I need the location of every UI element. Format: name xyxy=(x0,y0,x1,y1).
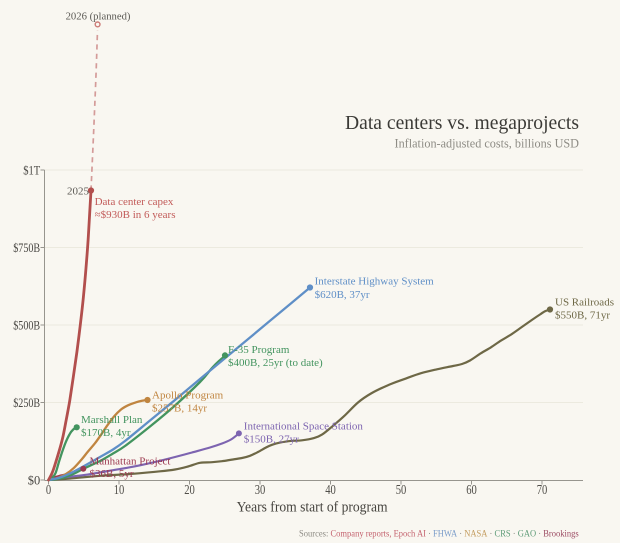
svg-text:$0: $0 xyxy=(28,472,41,487)
svg-text:$170B, 4yr: $170B, 4yr xyxy=(81,427,131,439)
svg-text:$750B: $750B xyxy=(13,240,40,255)
svg-text:US Railroads: US Railroads xyxy=(555,297,614,309)
svg-text:F-35 Program: F-35 Program xyxy=(228,344,290,356)
svg-text:Data center capex: Data center capex xyxy=(95,196,174,208)
svg-text:Interstate Highway System: Interstate Highway System xyxy=(315,276,435,288)
svg-text:20: 20 xyxy=(184,482,195,497)
svg-text:Inflation-adjusted costs, bill: Inflation-adjusted costs, billions USD xyxy=(395,136,580,150)
svg-text:0: 0 xyxy=(46,482,51,497)
svg-text:70: 70 xyxy=(537,482,548,497)
svg-text:Apollo Program: Apollo Program xyxy=(152,389,224,401)
svg-text:$257B, 14yr: $257B, 14yr xyxy=(152,403,207,415)
svg-text:$400B, 25yr (to date): $400B, 25yr (to date) xyxy=(228,357,323,369)
svg-text:Manhattan Project: Manhattan Project xyxy=(90,455,171,467)
svg-text:2026 (planned): 2026 (planned) xyxy=(66,11,131,23)
svg-text:30: 30 xyxy=(255,482,266,497)
svg-text:$500B: $500B xyxy=(13,317,40,332)
svg-text:$250B: $250B xyxy=(13,395,40,410)
svg-text:40: 40 xyxy=(325,482,336,497)
svg-text:50: 50 xyxy=(396,482,407,497)
svg-text:10: 10 xyxy=(114,482,125,497)
svg-text:$1T: $1T xyxy=(23,162,40,177)
svg-text:$150B, 27yr: $150B, 27yr xyxy=(244,434,299,446)
svg-text:$620B, 37yr: $620B, 37yr xyxy=(315,289,370,301)
svg-text:$36B, 5yr: $36B, 5yr xyxy=(90,468,134,480)
svg-text:Data centers vs. megaprojects: Data centers vs. megaprojects xyxy=(345,113,579,134)
svg-text:≈$930B in 6 years: ≈$930B in 6 years xyxy=(95,209,176,221)
svg-text:$550B, 71yr: $550B, 71yr xyxy=(555,310,610,322)
svg-text:Sources: Company reports, Epoc: Sources: Company reports, Epoch AI · FHW… xyxy=(299,528,579,539)
svg-text:International Space Station: International Space Station xyxy=(244,420,364,432)
svg-text:Marshall Plan: Marshall Plan xyxy=(81,414,143,426)
svg-text:2025: 2025 xyxy=(67,186,90,198)
svg-text:60: 60 xyxy=(466,482,477,497)
svg-text:Years from start of program: Years from start of program xyxy=(237,499,389,515)
